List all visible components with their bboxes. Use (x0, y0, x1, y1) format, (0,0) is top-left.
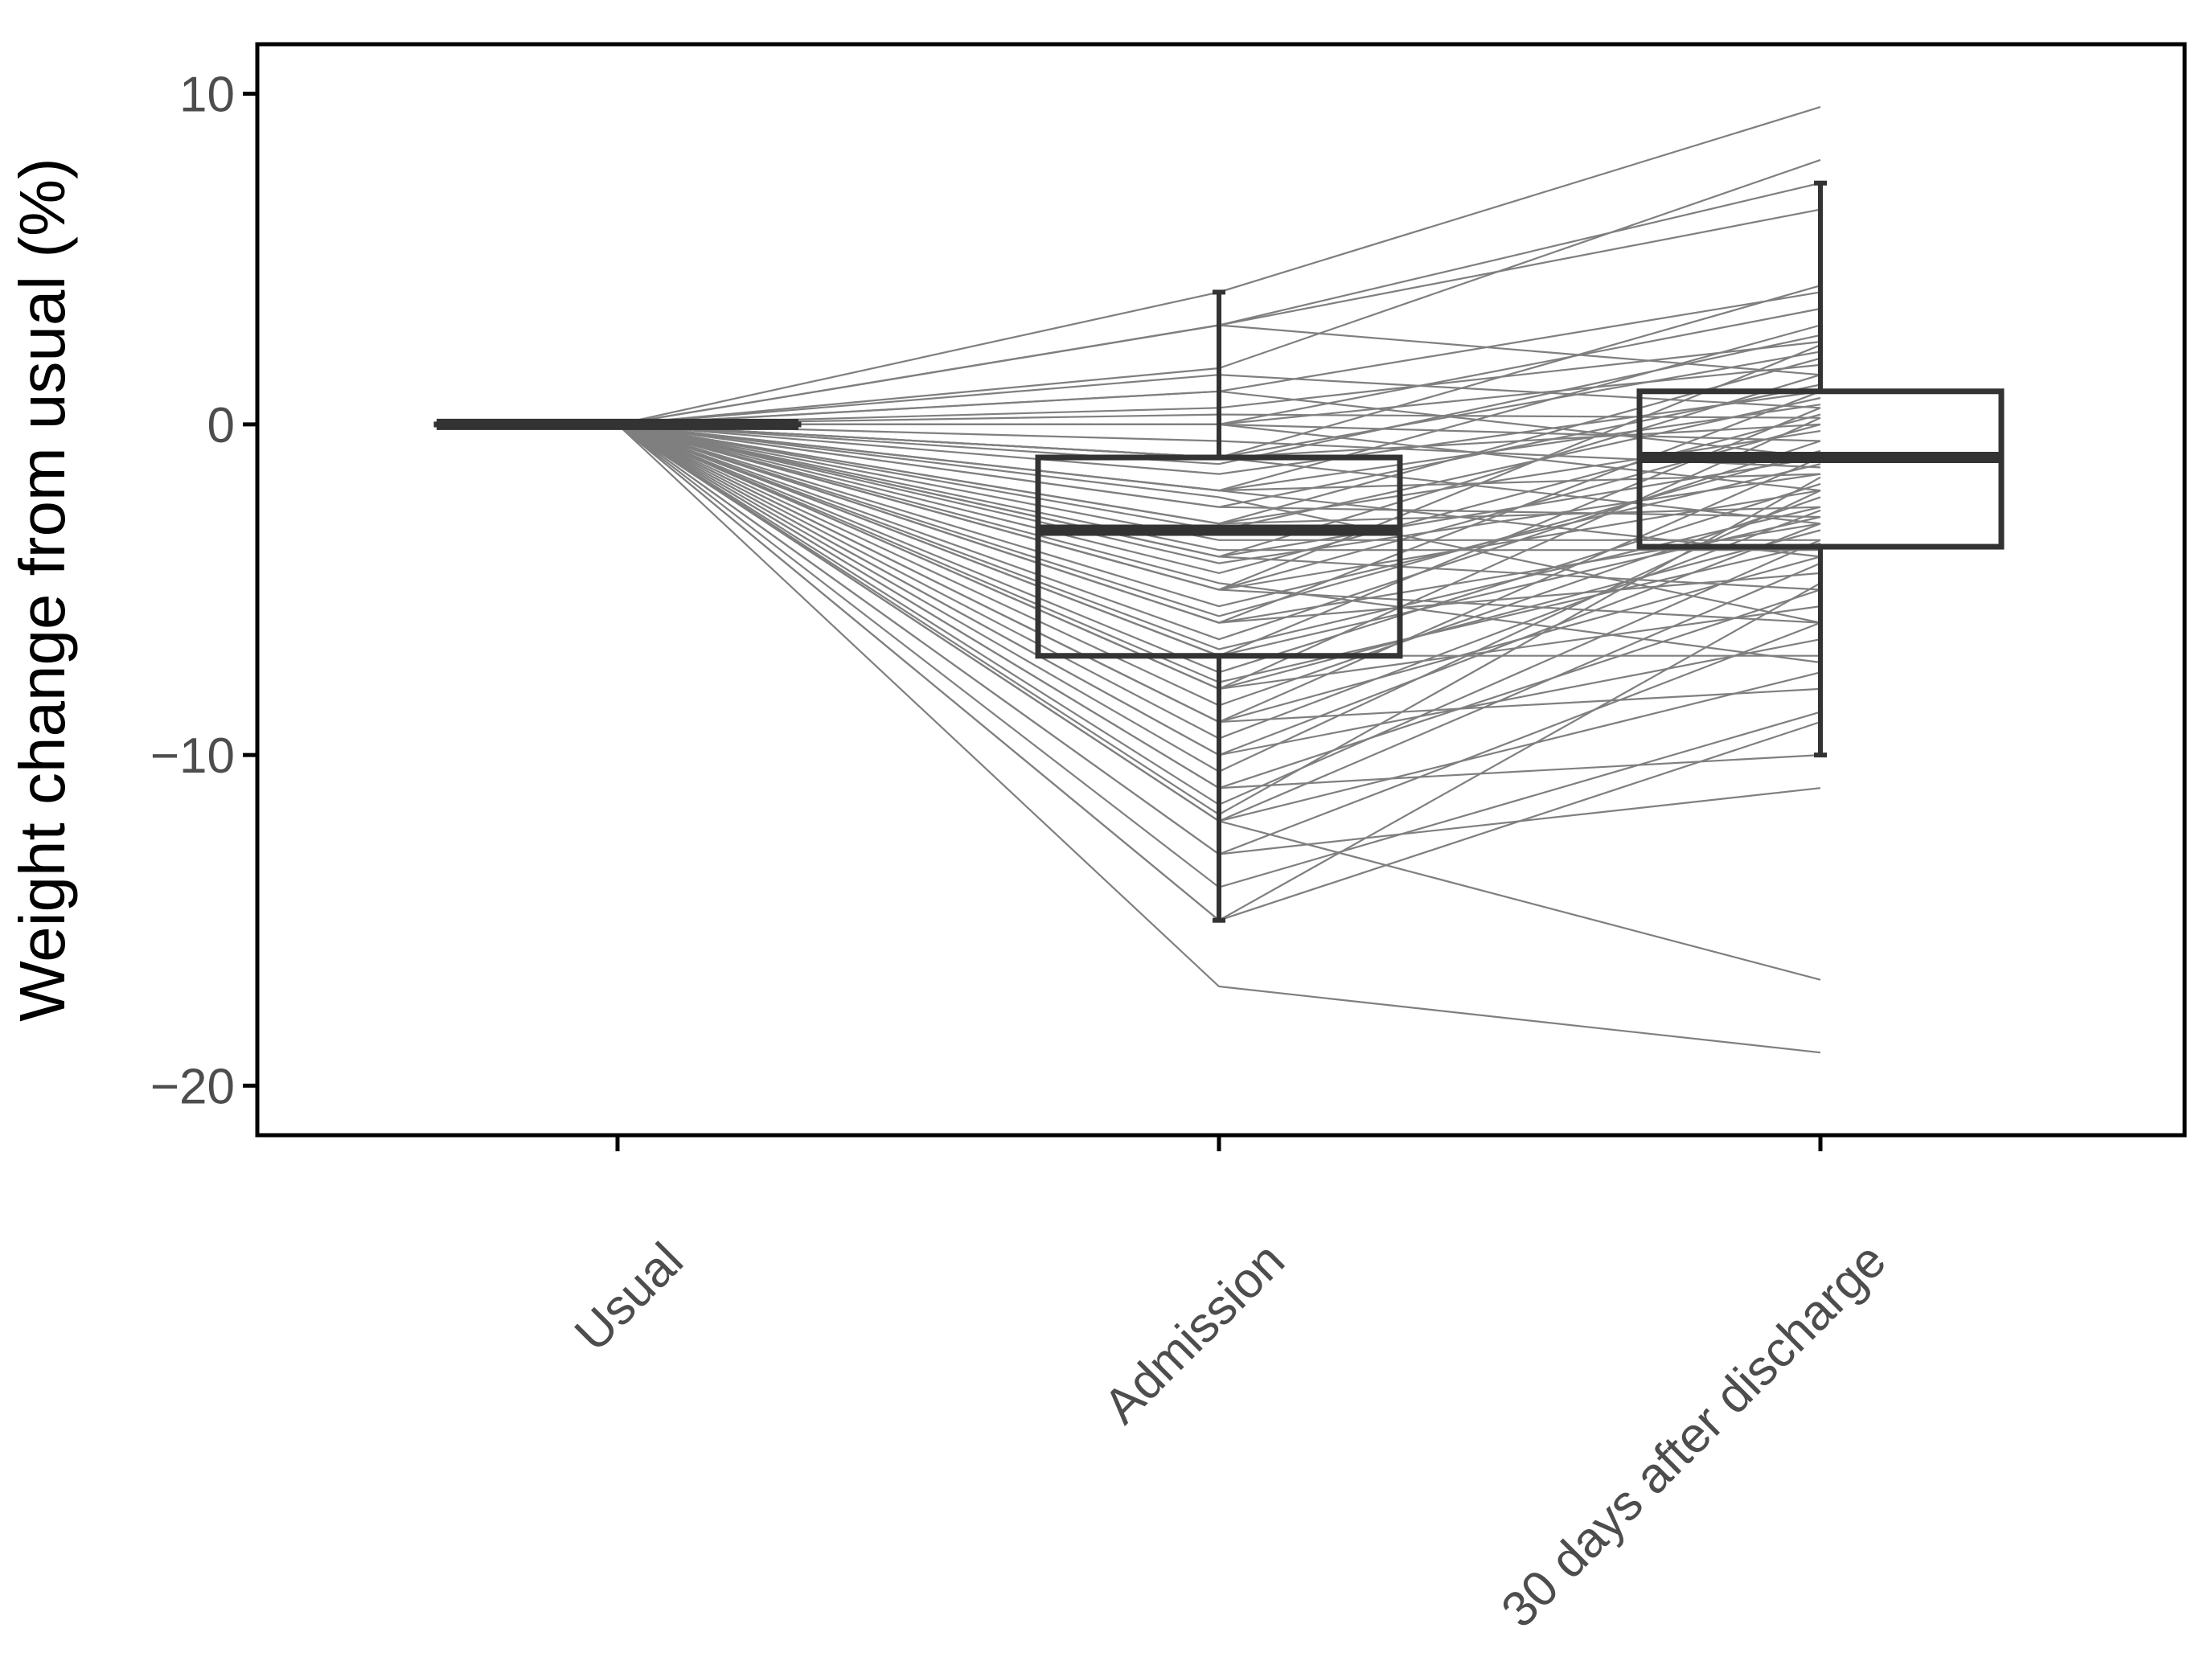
x-tick-label: 30 days after discharge (1491, 1232, 1897, 1638)
series-line-19 (617, 390, 1821, 475)
series-line-23 (617, 423, 1821, 558)
y-tick-label: 10 (179, 68, 235, 123)
y-tick-label: −10 (150, 728, 235, 784)
x-tick-label: Admission (1094, 1232, 1295, 1434)
boxplot-box (1636, 388, 2005, 550)
series-line-76 (617, 423, 1821, 624)
boxplot-3 (1636, 180, 2005, 758)
series-line-27 (617, 423, 1821, 525)
series-line-70 (617, 423, 1821, 564)
series-line-38 (617, 423, 1821, 608)
series-line-74 (617, 423, 1821, 617)
series-line-80 (617, 423, 1821, 664)
y-axis: 10 0 −10 −20 (150, 68, 257, 1114)
series-line-33 (617, 413, 1821, 575)
boxplots-layer (433, 180, 2005, 923)
boxplot-2 (1035, 289, 1403, 923)
y-axis-title: Weight change from usual (%) (6, 158, 78, 1022)
series-line-73 (617, 423, 1820, 552)
y-tick-label: −20 (150, 1059, 235, 1114)
series-line-32 (617, 423, 1821, 591)
series-line-68 (617, 424, 1821, 1054)
x-axis: Usual Admission 30 days after discharge (564, 1135, 1897, 1638)
y-tick-label: 0 (207, 398, 235, 453)
series-line-71 (617, 423, 1821, 650)
series-line-42 (617, 423, 1821, 641)
x-tick-label: Usual (564, 1232, 694, 1362)
boxplot-box (1035, 454, 1403, 659)
series-line-69 (617, 423, 1821, 519)
series-line-72 (617, 334, 1821, 465)
series-line-29 (617, 423, 1820, 541)
